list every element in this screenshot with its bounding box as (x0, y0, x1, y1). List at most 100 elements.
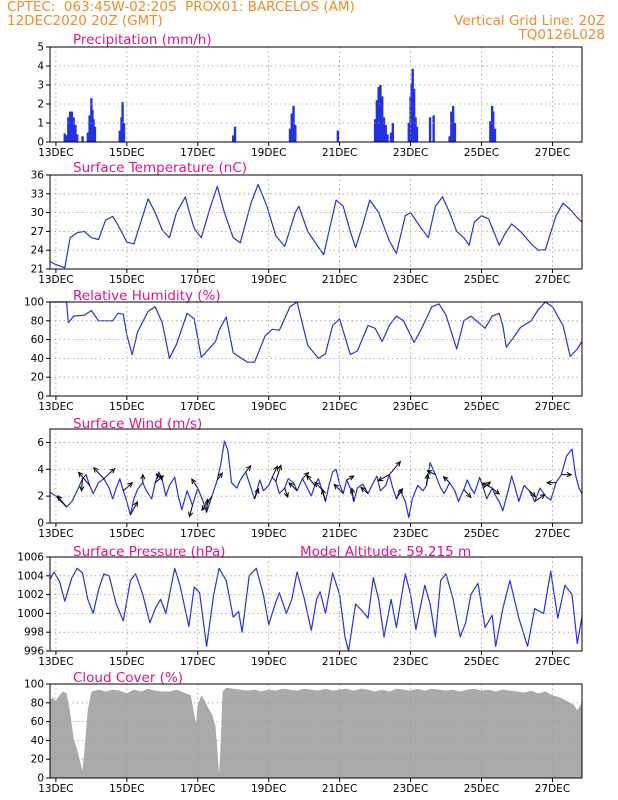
x-tick-label: 21DEC (322, 783, 357, 795)
header-datetime: 12DEC2020 20Z (GMT) (7, 13, 163, 29)
x-tick-label: 25DEC (464, 274, 499, 286)
precip-bar (118, 130, 121, 142)
humidity-frame (49, 301, 583, 397)
precip-bar (453, 123, 457, 142)
x-tick-label: 25DEC (464, 656, 499, 668)
wind-arrow (216, 472, 223, 481)
wind-arrow (534, 493, 546, 502)
x-tick-label: 25DEC (464, 528, 499, 540)
y-tick-label: 20 (31, 372, 44, 384)
x-tick-label: 21DEC (322, 401, 357, 413)
y-tick-label: 2 (37, 491, 44, 503)
wind-arrow (346, 475, 355, 481)
precip-bar (377, 86, 380, 142)
wind-panel: Surface Wind (m/s) 0 2 4 6 13DEC 15DEC 17DEC 19D… (37, 416, 583, 540)
cloud-cover-frame (49, 683, 583, 779)
y-tick-label: 30 (31, 207, 44, 219)
x-tick-label: 17DEC (180, 274, 215, 286)
precip-bar (379, 85, 382, 142)
header-station: CPTEC: 063:45W-02:20S PROX01: BARCELOS (… (7, 0, 355, 15)
x-tick-label: 27DEC (535, 147, 570, 159)
wind-arrow (424, 473, 430, 486)
x-tick-label: 17DEC (180, 783, 215, 795)
y-tick-label: 33 (31, 188, 44, 200)
precipitation-title: Precipitation (mm/h) (73, 32, 212, 48)
x-tick-label: 23DEC (393, 274, 428, 286)
x-tick-label: 27DEC (535, 656, 570, 668)
wind-arrow (155, 473, 163, 481)
precip-bar (448, 136, 451, 142)
precip-bar (492, 111, 495, 142)
wind-arrow (388, 460, 402, 475)
y-tick-label: 4 (37, 61, 44, 73)
x-tick-label: 23DEC (393, 147, 428, 159)
y-tick-label: 0 (37, 391, 44, 403)
y-tick-label: 1000 (17, 608, 44, 620)
wind-arrow (545, 480, 556, 486)
x-tick-label: 17DEC (180, 401, 215, 413)
wind-arrow (314, 481, 323, 490)
wind-arrow (188, 505, 194, 518)
x-tick-label: 19DEC (251, 147, 286, 159)
y-tick-label: 80 (31, 697, 44, 709)
x-tick-label: 21DEC (322, 656, 357, 668)
humidity-panel: Relative Humidity (%) 0 20 40 60 80 100 13DEC 15… (24, 288, 583, 413)
x-tick-label: 27DEC (535, 528, 570, 540)
precip-bar (489, 121, 492, 142)
cloud-cover-title: Cloud Cover (%) (73, 670, 183, 686)
x-tick-label: 23DEC (393, 528, 428, 540)
y-tick-label: 80 (31, 315, 44, 327)
wind-arrow (481, 482, 493, 489)
wind-arrow (103, 467, 116, 480)
model-altitude: Model Altitude: 59.215 m (300, 544, 471, 560)
precip-bar (414, 117, 417, 142)
wind-arrow (77, 471, 90, 486)
precip-bar (75, 134, 79, 142)
wind-arrow (529, 490, 537, 498)
y-tick-label: 1006 (17, 552, 44, 564)
x-tick-label: 13DEC (38, 401, 73, 413)
wind-arrow (333, 483, 344, 494)
x-tick-label: 25DEC (464, 401, 499, 413)
wind-arrow (254, 487, 260, 500)
x-tick-label: 19DEC (251, 274, 286, 286)
precip-bar (294, 124, 297, 142)
y-tick-label: 60 (31, 716, 44, 728)
y-tick-label: 2 (37, 99, 44, 111)
precip-bar (81, 136, 84, 142)
precip-bar (428, 117, 432, 142)
precip-bar (292, 105, 295, 142)
x-tick-label: 25DEC (464, 147, 499, 159)
wind-arrow (283, 487, 289, 499)
precip-bar (93, 126, 97, 142)
wind-arrow (306, 474, 316, 486)
wind-line (49, 440, 583, 519)
x-tick-label: 13DEC (38, 656, 73, 668)
y-tick-label: 4 (37, 464, 44, 476)
x-tick-label: 27DEC (535, 274, 570, 286)
cloud-cover-grid (50, 684, 582, 778)
humidity-line (49, 301, 583, 363)
precip-bar (288, 128, 292, 142)
y-tick-label: 998 (24, 627, 44, 639)
precip-bar (382, 117, 386, 142)
x-tick-label: 23DEC (393, 401, 428, 413)
pressure-panel: Surface Pressure (hPa) Model Altitude: 59… (17, 544, 583, 668)
temperature-title: Surface Temperature (nC) (73, 160, 247, 176)
precip-bar (412, 88, 416, 142)
x-tick-label: 21DEC (322, 274, 357, 286)
y-tick-label: 100 (24, 679, 44, 691)
y-tick-label: 24 (31, 245, 45, 257)
x-tick-label: 27DEC (535, 783, 570, 795)
precip-bar (391, 123, 395, 142)
cloud-cover-area (49, 687, 582, 778)
wind-arrow (140, 473, 146, 483)
y-tick-label: 40 (31, 353, 44, 365)
y-tick-label: 0 (37, 773, 44, 785)
precip-bar (92, 119, 95, 142)
wind-arrow (204, 498, 210, 513)
wind-arrow (395, 487, 403, 500)
wind-arrow (271, 465, 278, 478)
precip-bar (381, 96, 384, 142)
y-tick-label: 5 (37, 42, 44, 54)
